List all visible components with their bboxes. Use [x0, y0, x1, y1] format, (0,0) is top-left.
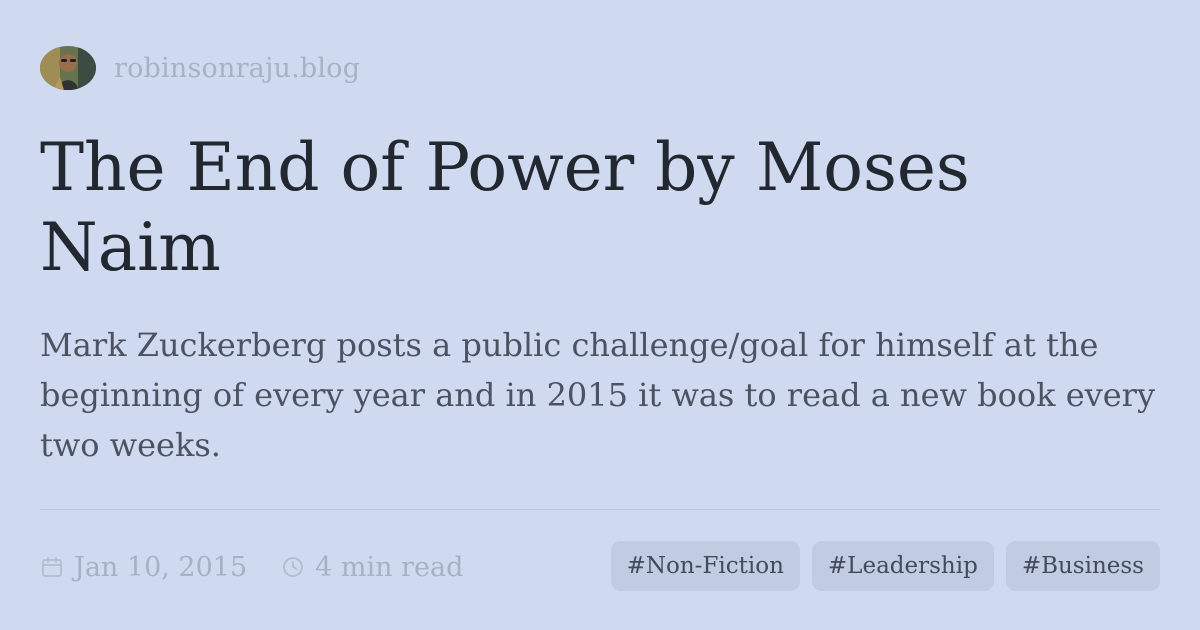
- author-avatar: [40, 46, 96, 90]
- site-name[interactable]: robinsonraju.blog: [114, 52, 361, 84]
- article-tags: #Non-Fiction #Leadership #Business: [610, 541, 1160, 591]
- avatar-icon: [40, 46, 96, 90]
- site-header: robinsonraju.blog: [40, 46, 360, 90]
- tag-non-fiction[interactable]: #Non-Fiction: [610, 541, 800, 591]
- tag-business[interactable]: #Business: [1005, 541, 1160, 591]
- read-time: 4 min read: [281, 552, 463, 583]
- tag-leadership[interactable]: #Leadership: [811, 541, 994, 591]
- article-title: The End of Power by Moses Naim: [40, 129, 970, 286]
- article-description: Mark Zuckerberg posts a public challenge…: [40, 326, 1156, 464]
- read-time-text: 4 min read: [315, 551, 464, 583]
- publish-date: Jan 10, 2015: [40, 552, 247, 583]
- publish-date-text: Jan 10, 2015: [74, 551, 248, 583]
- meta-divider: [40, 509, 1160, 510]
- calendar-icon: [42, 557, 62, 577]
- article-meta: Jan 10, 2015 4 min read: [40, 548, 463, 586]
- clock-icon: [283, 557, 304, 577]
